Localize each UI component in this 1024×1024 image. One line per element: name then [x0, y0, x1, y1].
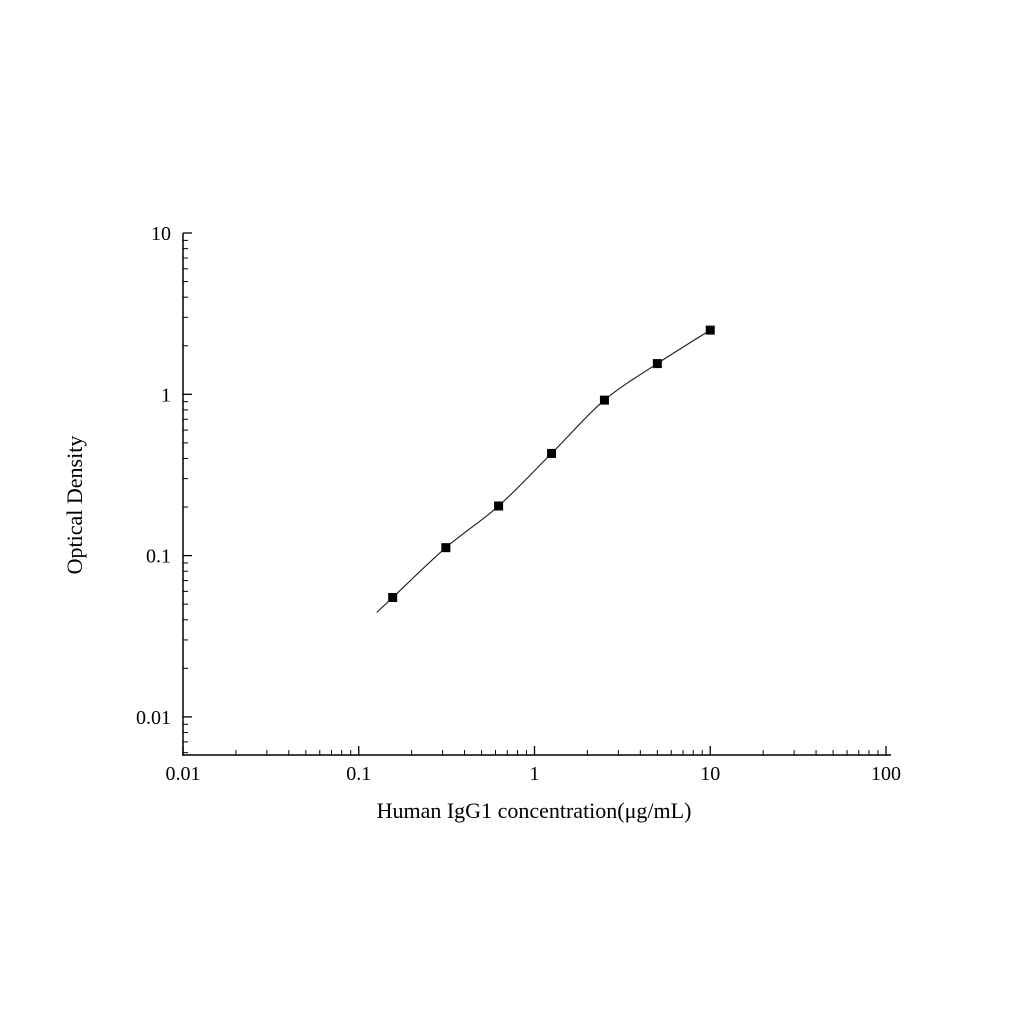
x-tick-label: 10 — [700, 763, 720, 785]
data-point-marker — [388, 592, 398, 602]
x-tick-label: 0.01 — [166, 763, 201, 785]
plot-area: 0.01 0.1 1 10 0.01 0.1 1 10 100 — [136, 223, 901, 785]
data-point-marker — [494, 501, 504, 511]
data-point-marker — [441, 543, 451, 553]
y-tick-label: 0.1 — [146, 546, 171, 568]
y-tick-label: 1 — [161, 384, 171, 406]
x-tick-label: 1 — [530, 763, 540, 785]
data-point-marker — [705, 325, 715, 335]
fit-curve — [376, 329, 711, 613]
data-point-marker — [652, 359, 662, 369]
y-tick-label: 0.01 — [136, 707, 171, 729]
data-point-marker — [547, 448, 557, 458]
x-axis-title: Human IgG1 concentration(μg/mL) — [377, 798, 692, 823]
data-point-marker — [599, 395, 609, 405]
x-tick-label: 100 — [871, 763, 901, 785]
x-tick-label: 0.1 — [346, 763, 371, 785]
y-axis-title: Optical Density — [62, 436, 87, 575]
y-tick-label: 10 — [151, 223, 171, 245]
